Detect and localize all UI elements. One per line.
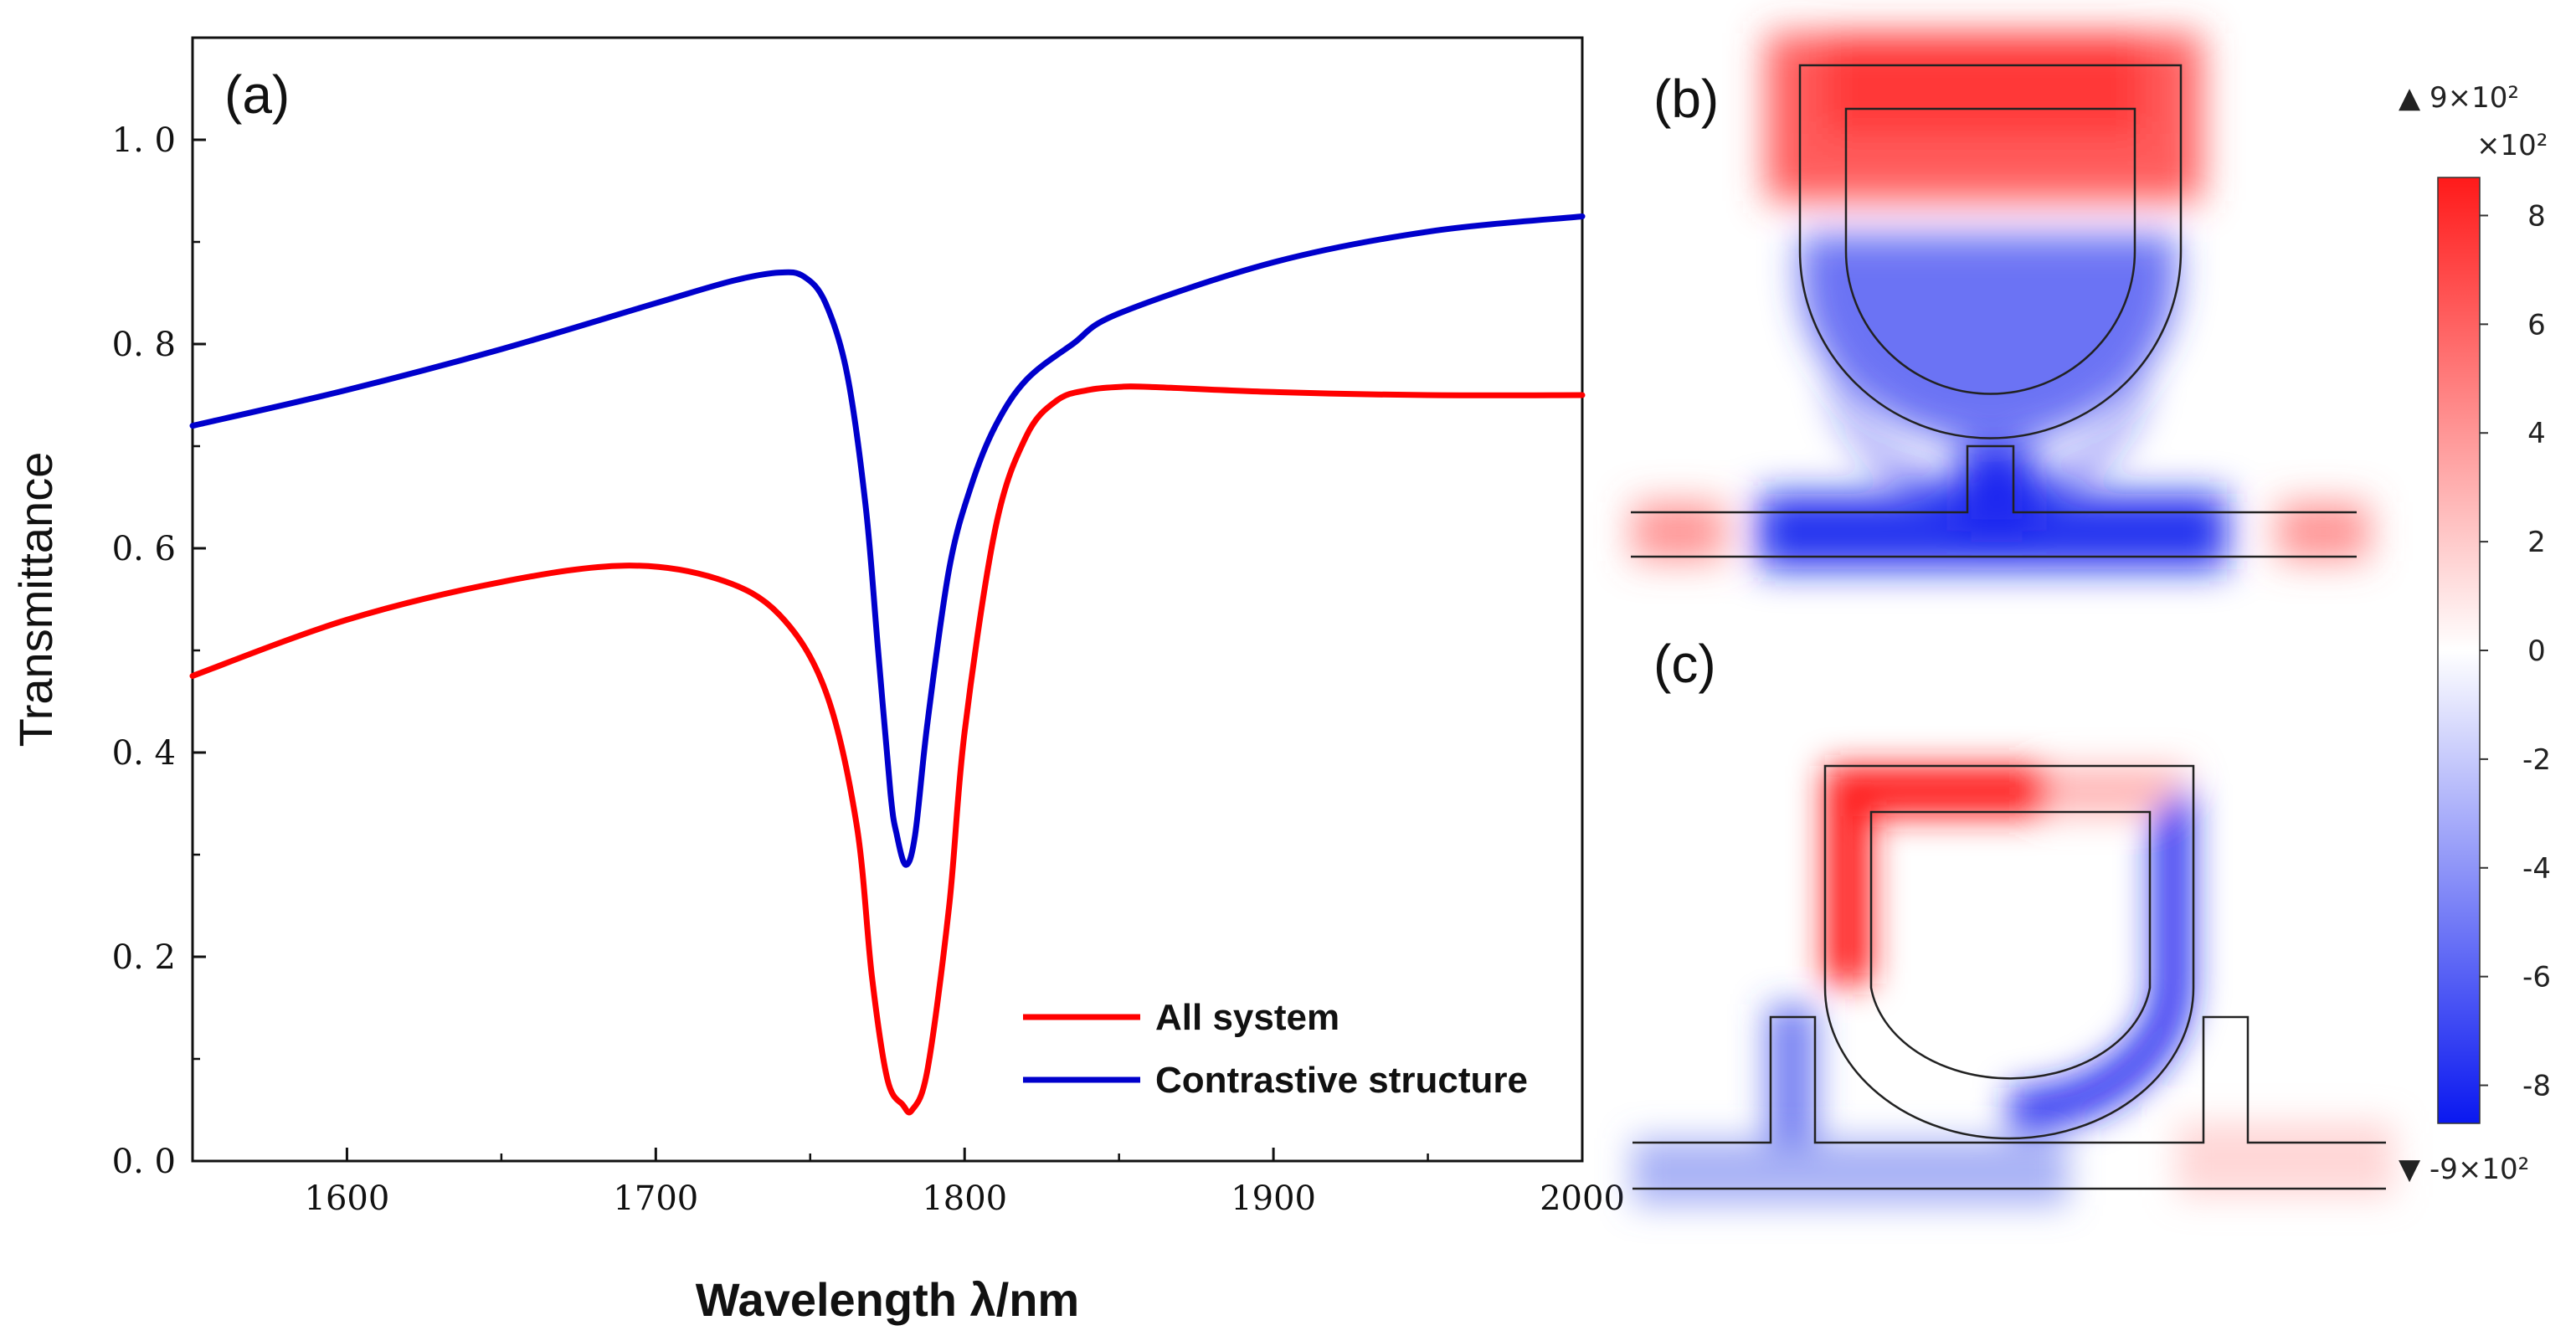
panel-c-field-map: (c): [1632, 634, 2394, 1205]
legend-label-all-system: All system: [1155, 997, 1339, 1038]
y-tick-label-0: 0. 0: [112, 1143, 176, 1181]
panel-label-a: (a): [224, 64, 290, 125]
panel-c-structure-outline: [1632, 764, 2386, 1190]
colorbar-tick-label-4: 4: [2527, 417, 2546, 450]
colorbar-multiplier-label: ×10²: [2476, 129, 2548, 162]
panel-a-chart: 1600 1700 1800 1900 2000 0. 00. 20. 40. 60. …: [9, 36, 1625, 1326]
x-tick-label-1700: 1700: [613, 1179, 698, 1218]
series-line-all-system: [189, 383, 1586, 1116]
colorbar-tick-label--2: -2: [2522, 743, 2551, 777]
panel-c-field: [1632, 766, 2394, 1205]
colorbar-ticks: 8 6 4 2 0 -2 -4 -6 -8: [2480, 199, 2551, 1103]
panel-b-field: [1632, 33, 2369, 569]
y-axis: 0. 0 0. 2 0. 4 0. 6 0. 8 1. 0: [112, 36, 206, 1181]
y-tick-label-2: 0. 4: [112, 734, 176, 773]
x-axis: 1600 1700 1800 1900 2000: [191, 1148, 1625, 1218]
legend: All system Contrastive structure: [1023, 997, 1528, 1101]
colorbar-tick-label-2: 2: [2527, 526, 2546, 559]
x-tick-label-2000: 2000: [1540, 1179, 1625, 1218]
series-line-contrastive-structure: [189, 213, 1586, 868]
colorbar-tick-label-8: 8: [2527, 199, 2546, 233]
y-tick-label-5: 1. 0: [112, 121, 176, 160]
colorbar-min-label: ▼ -9×10²: [2399, 1153, 2529, 1186]
y-axis-title: Transmittance: [9, 452, 62, 748]
colorbar-tick-label--4: -4: [2522, 852, 2551, 886]
colorbar-tick-label--6: -6: [2522, 961, 2551, 994]
x-tick-label-1900: 1900: [1231, 1179, 1316, 1218]
panel-b-field-map: (b): [1631, 33, 2369, 569]
panel-label-c: (c): [1653, 634, 1716, 694]
y-tick-label-1: 0. 2: [112, 938, 176, 977]
colorbar-tick-label--8: -8: [2522, 1070, 2551, 1103]
panel-b-structure-outline: [1631, 64, 2357, 558]
panel-label-b: (b): [1653, 69, 1719, 129]
colorbar: ▲ 9×10² ×10² 8 6 4 2 0 -2 -4 -6 -8 ▼ -9×10²: [2399, 81, 2551, 1186]
colorbar-max-label: ▲ 9×10²: [2399, 81, 2519, 115]
x-tick-label-1800: 1800: [922, 1179, 1007, 1218]
x-tick-label-1600: 1600: [305, 1179, 390, 1218]
legend-label-contrastive-structure: Contrastive structure: [1155, 1060, 1528, 1101]
y-tick-label-4: 0. 8: [112, 326, 176, 364]
series-layer: [189, 213, 1586, 1116]
plot-frame: [191, 36, 1584, 1163]
colorbar-tick-label-0: 0: [2527, 635, 2546, 668]
x-axis-title: Wavelength λ/nm: [696, 1273, 1079, 1326]
colorbar-gradient: [2437, 177, 2481, 1124]
colorbar-tick-label-6: 6: [2527, 308, 2546, 342]
y-tick-label-3: 0. 6: [112, 530, 176, 568]
